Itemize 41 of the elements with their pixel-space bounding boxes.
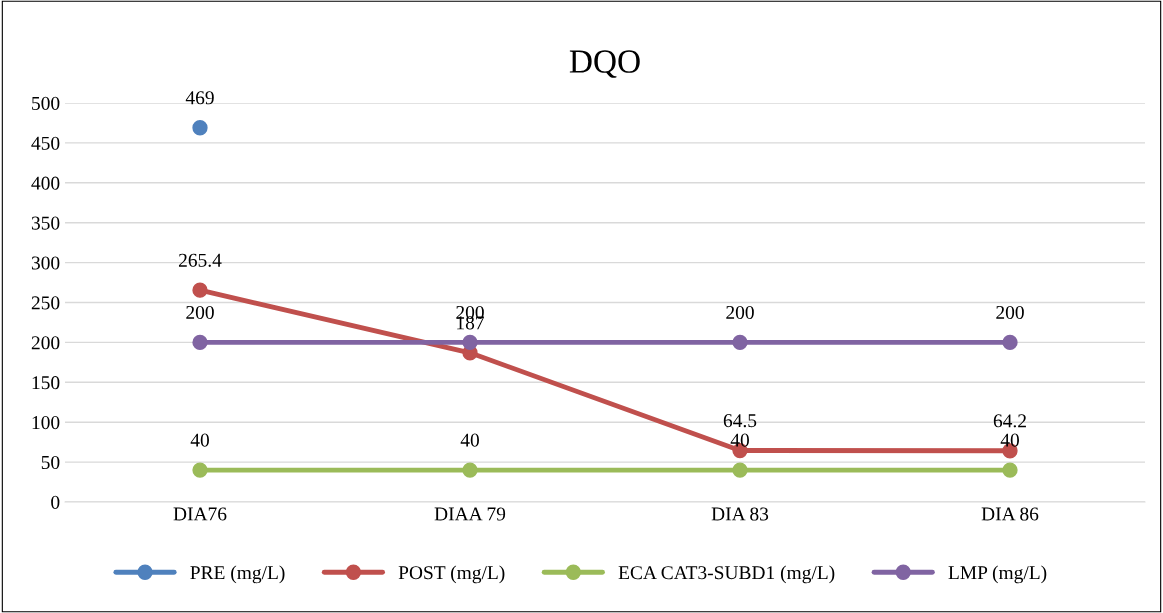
x-tick-label: DIAA 79 [434, 507, 506, 521]
y-tick-label: 0 [51, 495, 60, 509]
data-label: 469 [185, 91, 214, 105]
y-tick-label: 250 [31, 296, 60, 310]
y-tick-label: 100 [32, 416, 60, 430]
data-label: 40 [460, 433, 479, 447]
point [192, 462, 208, 478]
point [1002, 462, 1018, 478]
y-tick-label: 150 [32, 376, 60, 390]
y-tick-label: 300 [31, 256, 60, 270]
point [462, 334, 478, 351]
data-label: 200 [996, 305, 1024, 320]
legend-label: LMP (mg/L) [948, 565, 1047, 584]
y-tick-label: 400 [31, 176, 60, 190]
data-label: 64.5 [723, 414, 757, 428]
legend-label: ECA CAT3-SUBD1 (mg/L) [618, 565, 835, 584]
y-tick-label: 200 [31, 336, 60, 350]
x-tick-label: DIA 86 [981, 507, 1039, 521]
point [732, 334, 748, 351]
data-label: 64.2 [993, 414, 1026, 428]
data-label: 200 [726, 305, 754, 320]
y-tick-label: 350 [31, 216, 60, 230]
y-tick-label: 450 [31, 136, 60, 150]
data-label: 200 [186, 305, 214, 320]
y-tick-label: 500 [32, 96, 60, 110]
data-label: 40 [190, 433, 209, 447]
point [192, 334, 208, 351]
point [192, 120, 208, 136]
point [192, 282, 208, 298]
data-label: 40 [730, 433, 749, 447]
legend-label: POST (mg/L) [398, 565, 505, 584]
chart-title: DQO [569, 50, 640, 78]
y-tick-label: 50 [41, 455, 60, 470]
data-label: 40 [1000, 433, 1019, 447]
x-tick-label: DIA 83 [711, 507, 769, 521]
point [1002, 334, 1018, 351]
x-tick-label: DIA76 [173, 507, 227, 521]
point [732, 462, 748, 478]
point [462, 462, 478, 478]
data-label: 265.4 [178, 253, 222, 267]
legend-label: PRE (mg/L) [190, 565, 285, 584]
